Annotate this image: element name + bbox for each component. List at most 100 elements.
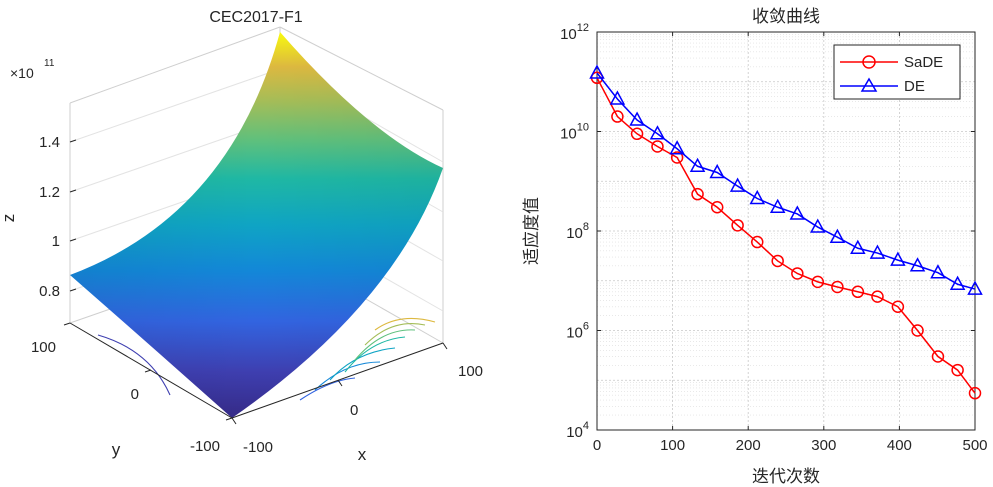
data-point xyxy=(909,257,926,272)
data-point xyxy=(691,187,704,201)
data-point xyxy=(749,189,766,205)
series-de xyxy=(589,64,983,295)
z-axis-label: z xyxy=(0,214,18,223)
data-point xyxy=(609,90,626,105)
surface-title: CEC2017-F1 xyxy=(209,9,302,26)
data-point xyxy=(709,163,725,179)
series-layer xyxy=(589,64,983,400)
data-point xyxy=(630,127,644,141)
y-tick-label: 106 xyxy=(566,321,589,342)
y-tick-exponent: 8 xyxy=(583,221,589,233)
x-tick-label: 400 xyxy=(887,437,912,454)
legend-label-sade: SaDE xyxy=(904,54,943,71)
x-tick-label: 300 xyxy=(811,437,836,454)
z-axis xyxy=(69,139,77,292)
data-point xyxy=(649,125,666,140)
data-point xyxy=(831,280,844,294)
series-sade xyxy=(590,71,982,400)
x-tick-label: 0 xyxy=(593,437,601,454)
z-tick-label: 1.2 xyxy=(39,184,60,201)
data-point xyxy=(851,285,865,299)
y-tick-label: -100 xyxy=(190,438,220,455)
data-point xyxy=(611,110,624,123)
series-line xyxy=(596,77,976,394)
z-exponent-power: 11 xyxy=(44,58,55,69)
z-tick-label: 1 xyxy=(52,233,60,250)
x-tick-label: -100 xyxy=(243,439,273,456)
data-point xyxy=(949,275,966,291)
data-point xyxy=(670,151,684,164)
x-axis-label: x xyxy=(358,445,367,464)
x-axis-label: 迭代次数 xyxy=(752,467,820,487)
legend-entry-sade: SaDE xyxy=(840,54,943,71)
z-exponent-base: ×10 xyxy=(10,65,34,81)
z-exponent-label: ×10 11 xyxy=(10,58,55,81)
y-axis-label: 适应度值 xyxy=(522,197,542,265)
y-tick-label: 100 xyxy=(31,339,56,356)
data-point xyxy=(911,324,924,337)
legend-box xyxy=(833,44,961,100)
y-tick-base: 10 xyxy=(566,225,583,242)
data-point xyxy=(789,205,806,220)
y-tick-label: 0 xyxy=(131,386,139,403)
x-tick-label: 200 xyxy=(736,437,761,454)
data-point xyxy=(930,264,946,279)
z-tick-label: 1.4 xyxy=(39,134,60,151)
data-point xyxy=(689,157,706,173)
data-point xyxy=(731,219,744,232)
data-point xyxy=(751,235,764,249)
convergence-title: 收敛曲线 xyxy=(752,7,820,27)
y-tick-label: 104 xyxy=(566,420,589,441)
data-point xyxy=(869,244,886,259)
y-tick-base: 10 xyxy=(566,424,583,441)
data-point xyxy=(850,239,866,255)
data-point xyxy=(669,140,685,155)
legend-label-de: DE xyxy=(904,78,925,95)
z-tick-label: 0.8 xyxy=(39,283,60,300)
data-point xyxy=(968,386,982,400)
y-tick-label: 108 xyxy=(566,221,589,242)
data-point xyxy=(729,177,746,192)
x-tick-label: 500 xyxy=(962,437,987,454)
y-axis-label: y xyxy=(112,440,121,459)
legend-marker-sade xyxy=(862,55,876,69)
data-point xyxy=(931,350,945,363)
data-point xyxy=(651,140,664,153)
data-point xyxy=(629,111,645,126)
data-point xyxy=(809,218,826,233)
x-axis-ticks xyxy=(231,342,448,425)
surface-plot: CEC2017-F1 ×10 11 0.8 1 1.2 1.4 z -100 0… xyxy=(0,9,483,464)
data-point xyxy=(771,254,784,268)
data-point xyxy=(871,290,884,303)
data-point xyxy=(769,198,786,214)
y-tick-label: 1012 xyxy=(560,22,589,43)
data-point xyxy=(890,251,906,266)
legend: SaDE DE xyxy=(833,44,961,100)
legend-marker-de xyxy=(860,77,878,92)
y-tick-label: 1010 xyxy=(560,122,589,143)
y-tick-exponent: 10 xyxy=(577,122,589,134)
y-tick-base: 10 xyxy=(560,126,577,143)
data-point xyxy=(951,363,964,377)
y-axis-ticks xyxy=(63,322,233,421)
surface-mesh xyxy=(70,32,443,418)
x-tick-label: 100 xyxy=(458,363,483,380)
y-tick-base: 10 xyxy=(566,325,583,342)
y-tick-exponent: 12 xyxy=(577,22,589,34)
y-tick-exponent: 6 xyxy=(583,321,589,333)
contour-projection xyxy=(97,317,436,401)
data-point xyxy=(589,64,605,79)
x-tick-label: 0 xyxy=(350,402,358,419)
y-tick-exponent: 4 xyxy=(583,420,589,432)
x-tick-label: 100 xyxy=(660,437,685,454)
data-point xyxy=(967,280,983,295)
y-tick-base: 10 xyxy=(560,26,577,43)
data-point xyxy=(811,275,825,289)
data-point xyxy=(829,228,846,243)
data-point xyxy=(710,201,724,214)
legend-entry-de: DE xyxy=(840,77,925,95)
data-point xyxy=(891,300,905,314)
